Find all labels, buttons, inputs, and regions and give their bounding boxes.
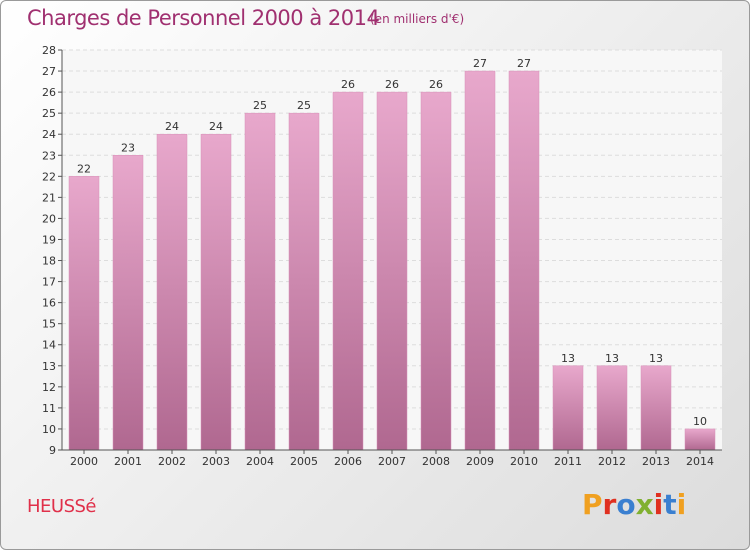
data-label-2009: 27	[473, 57, 487, 70]
data-label-2000: 22	[77, 162, 91, 175]
y-tick-label: 27	[42, 65, 56, 78]
x-tick-label-2001: 2001	[114, 455, 142, 468]
x-tick-label-2006: 2006	[334, 455, 362, 468]
data-label-2003: 24	[209, 120, 223, 133]
bar-2011[interactable]	[552, 365, 584, 451]
x-tick-label-2012: 2012	[598, 455, 626, 468]
bar-2014[interactable]	[684, 428, 716, 451]
logo-letter: P	[582, 488, 603, 521]
bar-2013[interactable]	[640, 365, 672, 451]
bar-2000[interactable]	[68, 176, 100, 451]
bar-2003[interactable]	[200, 133, 232, 451]
y-tick-label: 21	[42, 191, 56, 204]
y-tick-label: 19	[42, 233, 56, 246]
logo-letter: i	[676, 488, 687, 521]
bar-2002[interactable]	[156, 133, 188, 451]
x-tick-label-2002: 2002	[158, 455, 186, 468]
x-tick-label-2014: 2014	[686, 455, 714, 468]
bar-2006[interactable]	[332, 91, 364, 451]
y-tick-label: 28	[42, 44, 56, 57]
data-label-2014: 10	[693, 415, 707, 428]
data-label-2008: 26	[429, 78, 443, 91]
bar-2012[interactable]	[596, 365, 628, 451]
y-tick-label: 13	[42, 360, 56, 373]
x-tick-label-2000: 2000	[70, 455, 98, 468]
y-tick-label: 16	[42, 297, 56, 310]
y-tick-label: 14	[42, 339, 56, 352]
x-tick-label-2007: 2007	[378, 455, 406, 468]
y-tick-label: 9	[49, 444, 56, 457]
y-tick-label: 18	[42, 255, 56, 268]
proxiti-logo[interactable]: Proxiti	[582, 488, 686, 521]
y-tick-label: 10	[42, 423, 56, 436]
data-label-2006: 26	[341, 78, 355, 91]
chart-subtitle: (en milliers d'€)	[370, 12, 465, 26]
logo-letter: t	[663, 488, 677, 521]
data-label-2010: 27	[517, 57, 531, 70]
bar-2007[interactable]	[376, 91, 408, 451]
data-label-2005: 25	[297, 99, 311, 112]
data-label-2002: 24	[165, 120, 179, 133]
city-name: HEUSSé	[27, 496, 97, 517]
y-tick-label: 25	[42, 107, 56, 120]
bar-2010[interactable]	[508, 70, 540, 451]
chart-title: Charges de Personnel 2000 à 2014	[27, 6, 380, 30]
data-label-2012: 13	[605, 352, 619, 365]
x-tick-label-2013: 2013	[642, 455, 670, 468]
data-label-2001: 23	[121, 141, 135, 154]
y-tick-label: 17	[42, 276, 56, 289]
data-label-2007: 26	[385, 78, 399, 91]
y-tick-label: 11	[42, 402, 56, 415]
y-tick-label: 15	[42, 318, 56, 331]
x-tick-label-2008: 2008	[422, 455, 450, 468]
x-tick-label-2010: 2010	[510, 455, 538, 468]
logo-letter: i	[653, 488, 664, 521]
logo-letter: r	[602, 488, 617, 521]
logo-letter: x	[635, 488, 654, 521]
y-tick-label: 24	[42, 128, 56, 141]
y-tick-label: 22	[42, 170, 56, 183]
y-tick-label: 20	[42, 212, 56, 225]
y-tick-label: 26	[42, 86, 56, 99]
x-tick-label-2009: 2009	[466, 455, 494, 468]
data-label-2004: 25	[253, 99, 267, 112]
x-tick-label-2003: 2003	[202, 455, 230, 468]
x-tick-label-2011: 2011	[554, 455, 582, 468]
data-label-2013: 13	[649, 352, 663, 365]
data-label-2011: 13	[561, 352, 575, 365]
bar-2009[interactable]	[464, 70, 496, 451]
bar-2008[interactable]	[420, 91, 452, 451]
x-tick-label-2004: 2004	[246, 455, 274, 468]
logo-letter: o	[616, 488, 636, 521]
y-tick-label: 12	[42, 381, 56, 394]
y-tick-label: 23	[42, 149, 56, 162]
x-tick-label-2005: 2005	[290, 455, 318, 468]
bar-2005[interactable]	[288, 112, 320, 451]
bar-2004[interactable]	[244, 112, 276, 451]
bar-2001[interactable]	[112, 155, 144, 451]
